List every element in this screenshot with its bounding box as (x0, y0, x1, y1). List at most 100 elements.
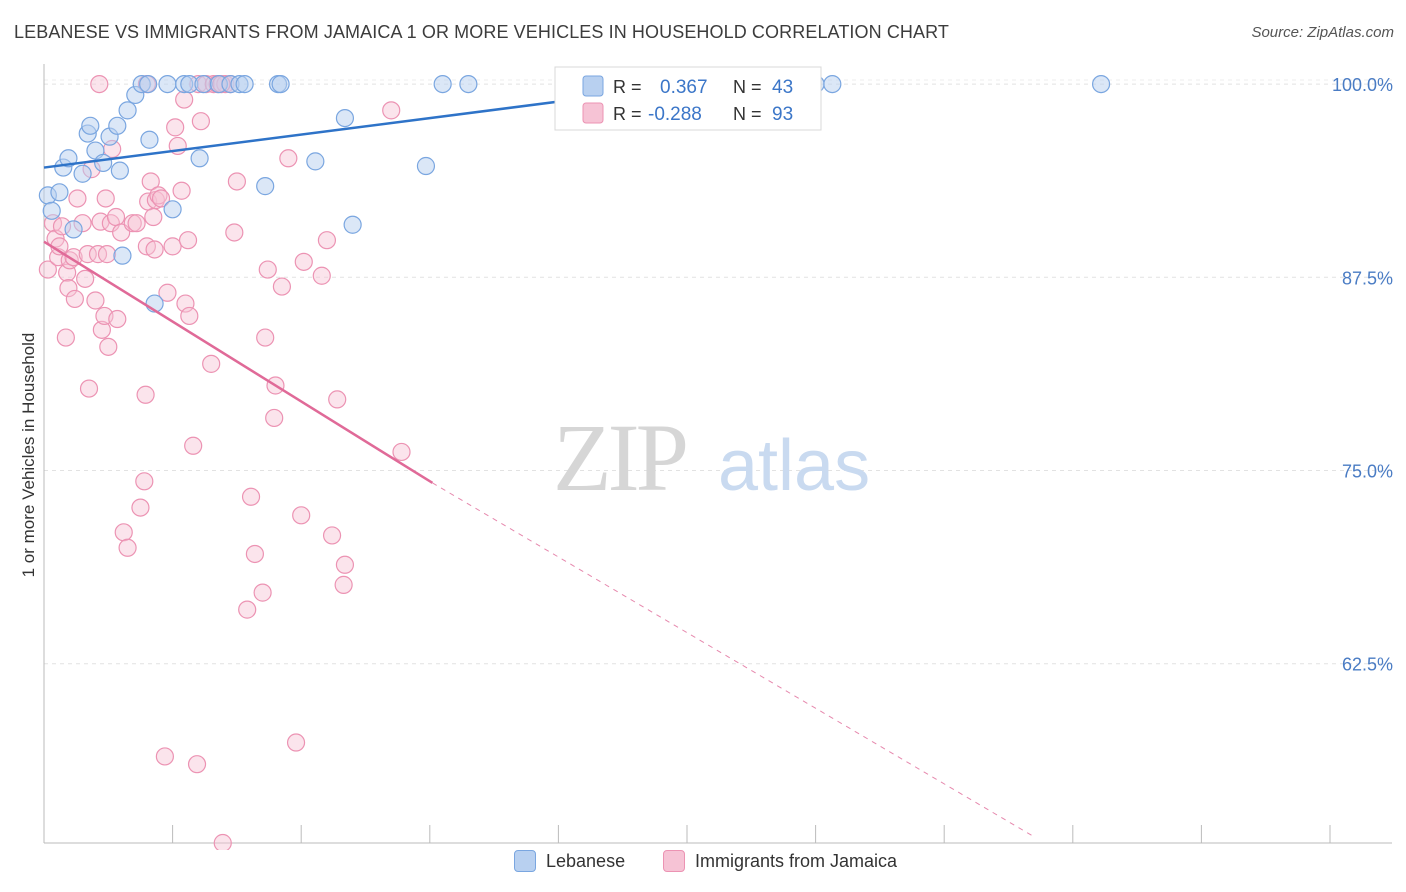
point-lebanese-10 (94, 153, 113, 173)
series-pink-points (38, 74, 411, 850)
chart-title: LEBANESE VS IMMIGRANTS FROM JAMAICA 1 OR… (14, 22, 949, 42)
y-tick-label-3: 62.5% (1342, 655, 1393, 675)
point-jamaica-45 (151, 189, 171, 208)
point-jamaica-86 (334, 575, 353, 594)
point-jamaica-64 (213, 833, 232, 850)
y-axis-label: 1 or more Vehicles in Household (19, 333, 38, 578)
point-jamaica-23 (96, 189, 115, 208)
legend-n-label-lebanese: N = (733, 77, 762, 97)
y-tick-label-1: 87.5% (1342, 268, 1393, 288)
legend-swatch-jamaica-bottom (663, 850, 685, 872)
point-jamaica-70 (241, 487, 261, 506)
point-jamaica-32 (118, 538, 137, 557)
point-jamaica-88 (382, 101, 401, 120)
point-lebanese-14 (113, 246, 132, 265)
y-tick-label-2: 75.0% (1342, 462, 1393, 482)
point-lebanese-25 (190, 149, 209, 168)
point-jamaica-37 (136, 385, 155, 404)
point-jamaica-81 (294, 252, 313, 271)
point-jamaica-68 (227, 172, 246, 191)
point-jamaica-92 (90, 74, 109, 94)
legend-n-value-jamaica: 93 (772, 104, 793, 125)
point-jamaica-74 (258, 260, 277, 279)
point-jamaica-79 (286, 733, 306, 752)
point-jamaica-85 (328, 390, 347, 409)
point-lebanese-18 (139, 74, 158, 94)
legend-swatch-lebanese (582, 75, 604, 97)
point-jamaica-80 (292, 506, 311, 525)
point-lebanese-21 (158, 74, 177, 94)
point-lebanese-1 (42, 201, 61, 220)
point-jamaica-51 (172, 181, 191, 200)
point-jamaica-31 (114, 523, 133, 542)
point-jamaica-12 (68, 189, 87, 208)
legend-swatch-jamaica (582, 102, 604, 124)
point-jamaica-8 (59, 279, 78, 298)
point-jamaica-56 (184, 436, 203, 455)
point-jamaica-28 (106, 207, 126, 227)
point-jamaica-54 (178, 231, 198, 250)
gridlines (44, 79, 1392, 665)
point-jamaica-42 (145, 240, 164, 259)
point-lebanese-26 (194, 74, 213, 94)
point-lebanese-13 (110, 161, 129, 180)
point-jamaica-21 (92, 320, 111, 339)
point-jamaica-75 (265, 408, 284, 428)
series-legend: Lebanese Immigrants from Jamaica (0, 850, 1406, 880)
legend-r-value-jamaica: -0.288 (648, 104, 702, 125)
point-jamaica-72 (253, 583, 272, 602)
point-jamaica-52 (175, 90, 194, 109)
point-jamaica-40 (141, 172, 160, 191)
point-lebanese-15 (118, 101, 137, 120)
legend-n-label-jamaica: N = (733, 104, 762, 124)
point-lebanese-36 (343, 215, 362, 234)
point-jamaica-34 (127, 214, 146, 233)
point-jamaica-67 (225, 223, 244, 242)
point-jamaica-77 (272, 277, 292, 296)
legend-r-value-lebanese: 0.367 (660, 77, 708, 98)
point-jamaica-55 (180, 306, 199, 326)
legend-label-lebanese: Lebanese (546, 850, 626, 871)
point-jamaica-33 (123, 214, 142, 233)
point-lebanese-42 (1091, 74, 1111, 94)
point-lebanese-19 (140, 130, 159, 149)
trend-line-jamaica (43, 240, 434, 484)
series-blue-points (38, 74, 1111, 313)
scatter-plot: ZIP atlas 100.0%87.5%75.0%62.5% 0.0%100.… (19, 64, 1393, 850)
legend-swatch-lebanese-bottom (514, 850, 536, 872)
point-lebanese-6 (73, 164, 92, 183)
point-lebanese-31 (256, 177, 275, 196)
point-jamaica-87 (335, 555, 355, 574)
point-jamaica-29 (108, 309, 127, 329)
point-lebanese-5 (64, 220, 83, 239)
y-tick-labels: 100.0% 87.5% 75.0% 62.5% (1332, 75, 1393, 675)
point-jamaica-57 (187, 755, 207, 774)
point-jamaica-84 (322, 526, 342, 545)
watermark-zip: ZIP (553, 404, 686, 511)
point-lebanese-35 (335, 108, 355, 128)
point-jamaica-16 (79, 379, 99, 398)
point-jamaica-6 (56, 328, 75, 347)
point-jamaica-24 (97, 245, 117, 264)
point-jamaica-69 (238, 600, 257, 619)
point-jamaica-44 (149, 186, 168, 205)
point-jamaica-15 (78, 245, 97, 264)
point-jamaica-73 (256, 328, 275, 347)
point-lebanese-4 (59, 149, 78, 168)
point-jamaica-48 (163, 237, 182, 256)
point-jamaica-61 (202, 354, 221, 373)
watermark: ZIP atlas (553, 404, 870, 511)
point-jamaica-83 (317, 231, 337, 250)
watermark-atlas: atlas (718, 426, 870, 506)
point-jamaica-49 (166, 118, 185, 137)
legend-label-jamaica: Immigrants from Jamaica (695, 850, 898, 871)
point-lebanese-34 (306, 152, 325, 171)
legend-r-label-jamaica: R = (613, 104, 642, 124)
point-jamaica-35 (131, 498, 150, 517)
point-jamaica-18 (86, 291, 105, 310)
point-lebanese-37 (416, 156, 436, 176)
point-jamaica-0 (38, 260, 57, 279)
point-jamaica-11 (65, 289, 84, 309)
point-jamaica-82 (312, 266, 331, 285)
point-lebanese-38 (433, 74, 452, 94)
